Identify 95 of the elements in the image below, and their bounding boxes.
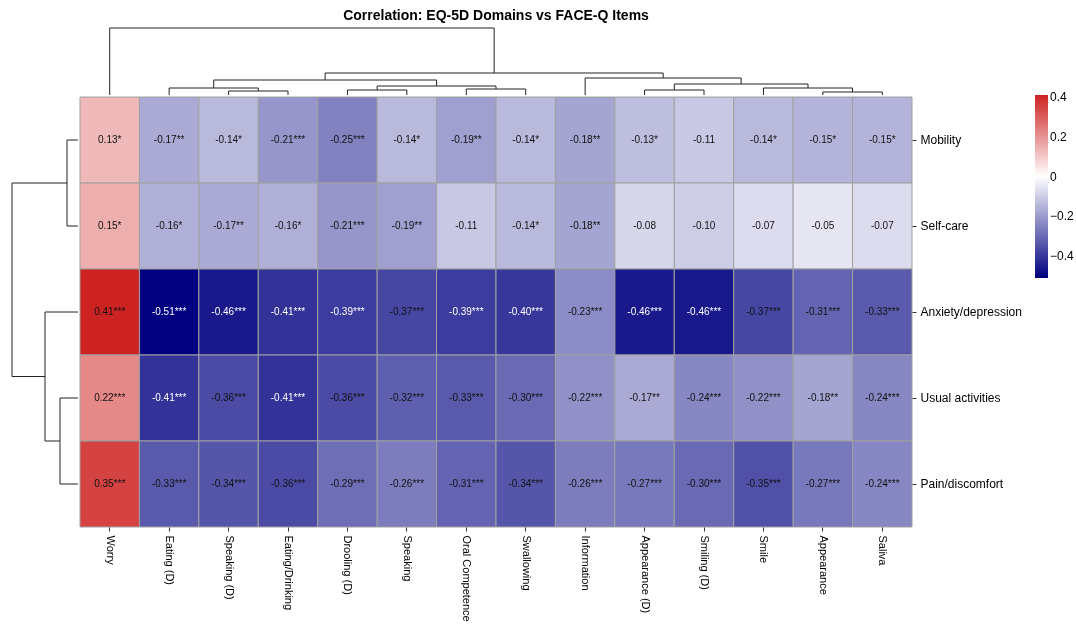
data-label: -0.18**	[807, 392, 839, 403]
chart-title: Correlation: EQ-5D Domains vs FACE-Q Items	[343, 7, 650, 23]
x-tick-label: Information	[580, 535, 593, 591]
data-label: -0.27***	[627, 478, 662, 489]
data-label: -0.36***	[211, 392, 246, 403]
data-label: -0.13*	[631, 134, 659, 145]
x-tick-label: Speaking	[401, 535, 414, 582]
data-label: -0.22***	[746, 392, 781, 403]
x-tick-label: Swallowing	[520, 535, 533, 591]
data-label: 0.13*	[98, 134, 122, 145]
data-label: -0.11	[455, 220, 478, 231]
x-tick-label: Oral Competence	[461, 535, 474, 622]
data-label: -0.41***	[151, 392, 187, 403]
data-label: -0.21***	[330, 220, 365, 231]
data-label: -0.08	[633, 220, 657, 231]
data-label: -0.39***	[449, 306, 484, 317]
y-tick-label: Self-care	[920, 219, 969, 233]
data-label: -0.22***	[567, 392, 603, 403]
data-label: -0.10	[692, 220, 716, 231]
data-label: -0.16*	[155, 220, 183, 231]
data-label: -0.11	[692, 134, 716, 145]
data-label: -0.41***	[270, 306, 306, 317]
data-label: -0.31***	[449, 478, 484, 489]
data-label: -0.30***	[508, 392, 544, 403]
data-label: -0.14*	[750, 134, 777, 145]
data-label: -0.19**	[451, 134, 482, 145]
data-label: -0.17**	[213, 220, 244, 231]
data-label: -0.26***	[389, 478, 425, 489]
x-tick-label: Appearance (D)	[639, 535, 652, 614]
x-tick-label: Eating (D)	[164, 535, 177, 586]
data-label: -0.18**	[569, 220, 601, 231]
data-label: -0.24***	[686, 392, 722, 403]
data-label: -0.37***	[389, 306, 425, 317]
data-label: -0.27***	[805, 478, 841, 489]
color-bar-label: 0.2	[1050, 129, 1068, 144]
data-label: -0.33***	[151, 478, 187, 489]
data-label: -0.05	[811, 220, 835, 231]
data-label: -0.39***	[330, 306, 365, 317]
data-label: -0.46***	[211, 306, 246, 317]
data-label: -0.19**	[391, 220, 423, 231]
x-tick-label: Drooling (D)	[342, 535, 355, 595]
y-tick-label: Mobility	[920, 133, 962, 147]
data-label: -0.25***	[330, 134, 365, 145]
data-label: -0.46***	[627, 306, 662, 317]
color-bar-label: −0.4	[1050, 249, 1075, 264]
data-label: -0.07	[870, 220, 895, 231]
data-label: 0.15*	[98, 220, 122, 231]
y-tick-label: Usual activities	[920, 391, 1001, 405]
data-label: -0.24***	[865, 478, 900, 489]
color-bar-label: −0.2	[1050, 209, 1075, 224]
data-label: -0.30***	[686, 478, 722, 489]
y-tick-label: Pain/discomfort	[920, 477, 1004, 491]
data-label: -0.17**	[629, 392, 660, 403]
data-label: -0.33***	[865, 306, 900, 317]
x-tick-label: Speaking (D)	[223, 535, 236, 600]
data-label: 0.22***	[94, 392, 126, 403]
x-tick-label: Smile	[758, 535, 771, 564]
data-label: -0.41***	[270, 392, 306, 403]
data-label: -0.29***	[330, 478, 365, 489]
x-tick-label: Smiling (D)	[699, 535, 711, 590]
data-label: 0.41***	[94, 306, 126, 317]
data-label: -0.14*	[215, 134, 243, 145]
data-label: -0.36***	[270, 478, 306, 489]
data-label: -0.23***	[567, 306, 603, 317]
data-label: -0.16*	[274, 220, 302, 231]
y-tick-label: Anxiety/depression	[920, 305, 1022, 319]
x-tick-label: Appearance	[817, 535, 830, 595]
data-label: -0.40***	[508, 306, 544, 317]
data-label: -0.31***	[805, 306, 841, 317]
data-label: -0.46***	[686, 306, 722, 317]
data-label: -0.35***	[746, 478, 781, 489]
color-bar-label: 0	[1050, 169, 1057, 184]
data-label: -0.21***	[270, 134, 306, 145]
data-label: -0.37***	[746, 306, 781, 317]
data-label: -0.34***	[508, 478, 544, 489]
data-label: -0.15*	[868, 134, 896, 145]
data-label: -0.32***	[389, 392, 425, 403]
data-label: -0.14*	[512, 220, 540, 231]
x-tick-label: Eating/Drinking	[283, 535, 295, 611]
color-bar-label: 0.4	[1050, 89, 1068, 104]
data-label: -0.15*	[809, 134, 837, 145]
data-label: -0.26***	[567, 478, 603, 489]
data-label: -0.36***	[330, 392, 365, 403]
data-label: -0.07	[752, 220, 776, 231]
data-label: -0.17**	[153, 134, 185, 145]
data-label: -0.33***	[449, 392, 484, 403]
data-label: -0.18**	[569, 134, 601, 145]
data-label: -0.51***	[151, 306, 187, 317]
data-label: -0.34***	[211, 478, 246, 489]
data-label: -0.24***	[865, 392, 900, 403]
data-label: -0.14*	[512, 134, 540, 145]
x-tick-label: Saliva	[877, 535, 890, 567]
x-tick-label: Worry	[104, 535, 117, 566]
data-label: 0.35***	[94, 478, 126, 489]
data-label: -0.14*	[393, 134, 421, 145]
